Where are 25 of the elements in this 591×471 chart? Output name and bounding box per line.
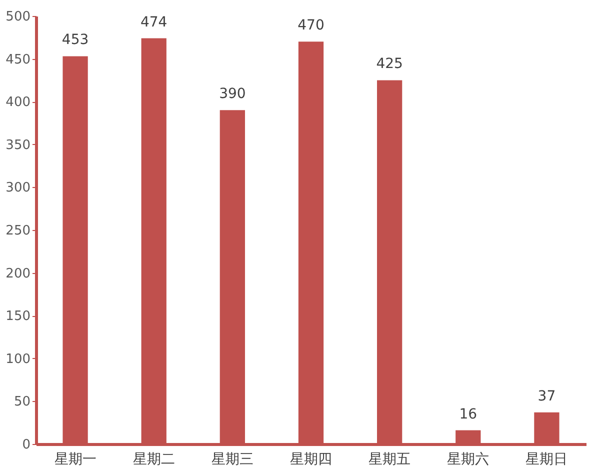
y-tick-label: 350 <box>6 138 30 153</box>
data-label: 453 <box>62 32 89 48</box>
y-tick-label: 400 <box>6 95 30 110</box>
x-tick-label: 星期四 <box>290 452 332 468</box>
x-tick-label: 星期日 <box>526 452 568 468</box>
x-tick-label: 星期三 <box>211 452 254 468</box>
y-tick-label: 500 <box>6 10 30 24</box>
data-label: 16 <box>459 406 478 422</box>
y-tick-label: 150 <box>6 309 30 324</box>
x-tick-label: 星期五 <box>368 452 411 468</box>
y-tick-label: 250 <box>6 224 30 238</box>
data-label: 474 <box>140 14 168 30</box>
y-tick-label: 450 <box>6 52 30 68</box>
y-tick-label: 0 <box>22 438 30 452</box>
x-tick-label: 星期二 <box>132 452 175 468</box>
data-label: 390 <box>219 86 246 102</box>
y-tick-label: 50 <box>14 394 30 410</box>
data-label: 37 <box>538 388 556 404</box>
x-tick-label: 星期一 <box>54 452 96 468</box>
data-label: 425 <box>376 56 403 72</box>
data-label: 470 <box>298 18 324 34</box>
y-tick-label: 300 <box>6 180 30 196</box>
y-tick-label: 100 <box>6 352 30 367</box>
y-tick-label: 200 <box>6 266 30 282</box>
x-tick-label: 星期六 <box>447 452 490 468</box>
